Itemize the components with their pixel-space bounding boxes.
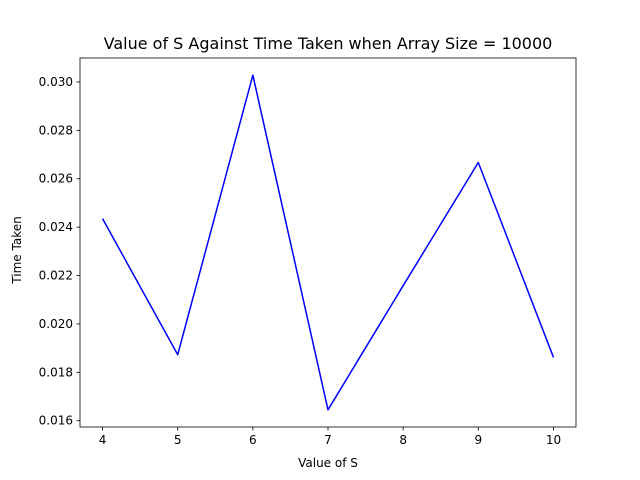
y-tick-label: 0.024 <box>39 220 73 234</box>
y-tick-label: 0.020 <box>39 317 73 331</box>
x-tick-label: 4 <box>99 433 107 447</box>
x-tick-label: 6 <box>249 433 257 447</box>
y-tick-label: 0.028 <box>39 123 73 137</box>
x-tick-label: 7 <box>324 433 332 447</box>
plot-area: 4 5 6 7 8 9 10 0.016 0.018 0.020 0.022 0.024 0.026 0.… <box>39 57 577 447</box>
x-tick-label: 8 <box>399 433 407 447</box>
y-tick-label: 0.018 <box>39 365 73 379</box>
y-tick-label: 0.026 <box>39 172 73 186</box>
chart-title: Value of S Against Time Taken when Array… <box>104 34 553 53</box>
y-axis-label: Time Taken <box>10 216 24 284</box>
x-tick-label: 10 <box>546 433 561 447</box>
y-tick-label: 0.016 <box>39 414 73 428</box>
x-tick-label: 9 <box>474 433 482 447</box>
x-axis-label: Value of S <box>298 456 358 470</box>
series-line-0 <box>101 74 555 411</box>
y-tick-label: 0.022 <box>39 269 73 283</box>
x-tick-label: 5 <box>174 433 182 447</box>
y-tick-label: 0.030 <box>39 75 73 89</box>
